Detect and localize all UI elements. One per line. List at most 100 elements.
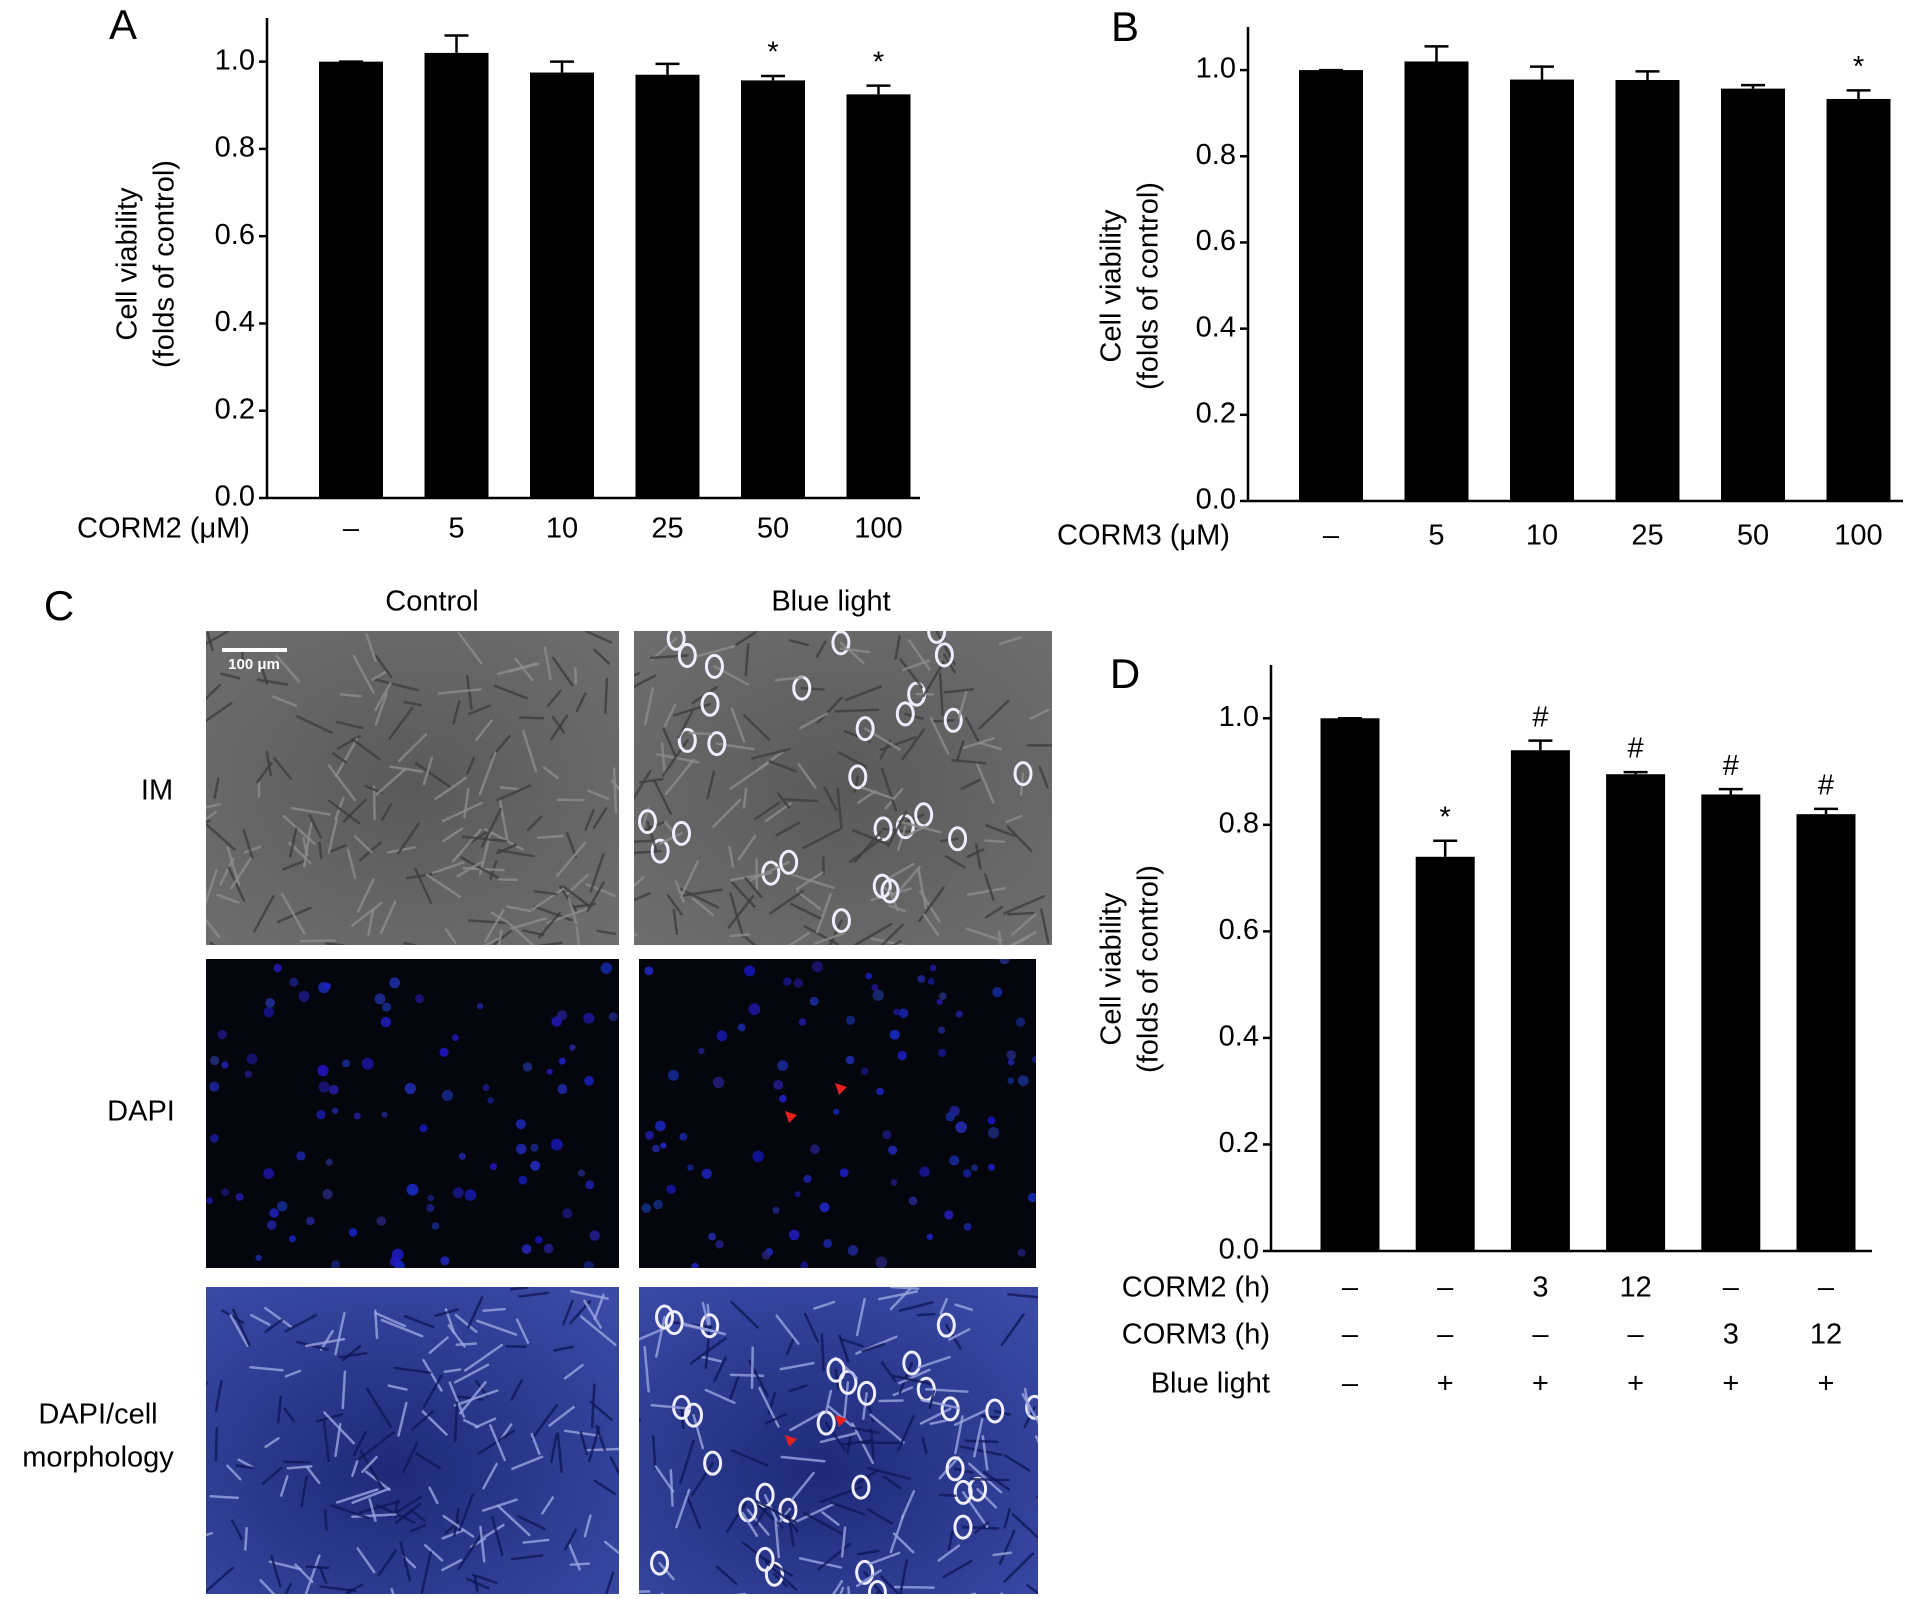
- cell: [465, 1577, 490, 1590]
- cell: [422, 756, 434, 786]
- nucleus: [926, 1233, 934, 1241]
- condition-value: +: [1818, 1368, 1835, 1400]
- cell: [206, 869, 218, 906]
- rounded-cell: [637, 809, 657, 835]
- bar: [741, 80, 805, 499]
- nucleus: [872, 989, 884, 1001]
- cell: [556, 1432, 563, 1473]
- cell: [463, 1343, 503, 1372]
- micrograph-content: [206, 631, 619, 945]
- nucleus: [1027, 1192, 1036, 1203]
- cell: [649, 654, 689, 660]
- cell: [374, 1311, 407, 1328]
- cell: [447, 1324, 466, 1348]
- nucleus: [992, 987, 1003, 998]
- cell: [271, 695, 298, 707]
- row-label: DAPI: [107, 1096, 175, 1128]
- cell: [232, 1308, 251, 1347]
- cell: [206, 802, 222, 809]
- nucleus: [963, 1223, 972, 1231]
- cell: [526, 815, 543, 832]
- cell: [779, 1361, 815, 1371]
- rounded-cell: [902, 1350, 922, 1376]
- rounded-cell: [700, 691, 720, 717]
- rounded-cell: [1025, 1394, 1038, 1420]
- nucleus: [441, 1089, 454, 1102]
- cell: [634, 876, 645, 888]
- cell: [372, 785, 376, 821]
- error-bar: [866, 84, 891, 95]
- cell: [491, 1515, 504, 1556]
- row-label: morphology: [22, 1442, 174, 1474]
- x-tick-label: 100: [854, 513, 902, 545]
- rounded-cell: [703, 1450, 723, 1476]
- cell: [983, 873, 995, 902]
- cell: [1005, 814, 1023, 823]
- cell: [984, 906, 1004, 919]
- nucleus: [846, 1015, 856, 1025]
- nucleus: [331, 1107, 339, 1115]
- cell: [896, 1415, 915, 1452]
- y-tick-label: 0.4: [1196, 311, 1236, 343]
- rounded-cell: [664, 1310, 684, 1336]
- cell: [402, 1441, 419, 1474]
- cell: [237, 1458, 254, 1469]
- cell: [976, 1487, 998, 1509]
- cell: [954, 1415, 964, 1455]
- cell: [730, 1300, 760, 1329]
- cell: [434, 1308, 459, 1317]
- rounded-cell: [684, 1402, 704, 1428]
- cell: [839, 1586, 845, 1594]
- cell: [960, 778, 981, 791]
- bar: [846, 94, 911, 498]
- cell: [938, 1456, 960, 1480]
- cell: [1026, 1584, 1038, 1594]
- y-axis-label: Cell viability: [1096, 209, 1128, 363]
- nucleus: [761, 1250, 771, 1260]
- cell: [860, 786, 894, 800]
- nucleus: [316, 1110, 326, 1120]
- cell: [242, 828, 254, 859]
- cell: [814, 932, 845, 945]
- cell: [518, 1291, 550, 1298]
- nucleus: [908, 1196, 918, 1206]
- cell: [735, 1592, 747, 1594]
- cell: [729, 933, 751, 938]
- cell: [584, 1447, 619, 1452]
- x-axis-label: CORM3 (μM): [1057, 520, 1230, 552]
- cell: [305, 1465, 321, 1485]
- nucleus: [244, 1070, 253, 1078]
- nucleus: [584, 1075, 594, 1086]
- cell: [482, 1462, 498, 1490]
- cell: [302, 822, 313, 868]
- cell: [715, 742, 755, 751]
- arrow: [835, 1083, 847, 1095]
- cell: [880, 767, 898, 812]
- cell: [575, 926, 581, 945]
- cell: [790, 1471, 815, 1501]
- cell: [742, 787, 748, 809]
- nucleus: [427, 1194, 434, 1202]
- x-tick-label: 50: [757, 513, 789, 545]
- cell: [235, 1464, 254, 1470]
- cell: [878, 1290, 919, 1301]
- rounded-cell: [778, 1497, 798, 1523]
- cell: [590, 1383, 596, 1429]
- cell: [984, 839, 1006, 843]
- nucleus: [798, 1018, 807, 1026]
- cell: [829, 1501, 866, 1516]
- cell: [907, 639, 931, 671]
- cell: [634, 892, 651, 902]
- nucleus: [939, 992, 947, 1001]
- significance-mark: *: [767, 37, 778, 69]
- rounded-cell: [677, 727, 697, 753]
- nucleus: [342, 1059, 350, 1068]
- condition-label: CORM2 (h): [1122, 1272, 1270, 1304]
- cell: [948, 1328, 971, 1341]
- cell: [678, 887, 720, 909]
- cell: [891, 1374, 932, 1385]
- nucleus: [810, 1144, 820, 1155]
- bar: [1299, 70, 1363, 501]
- cell: [538, 911, 561, 939]
- nucleus: [419, 1124, 428, 1133]
